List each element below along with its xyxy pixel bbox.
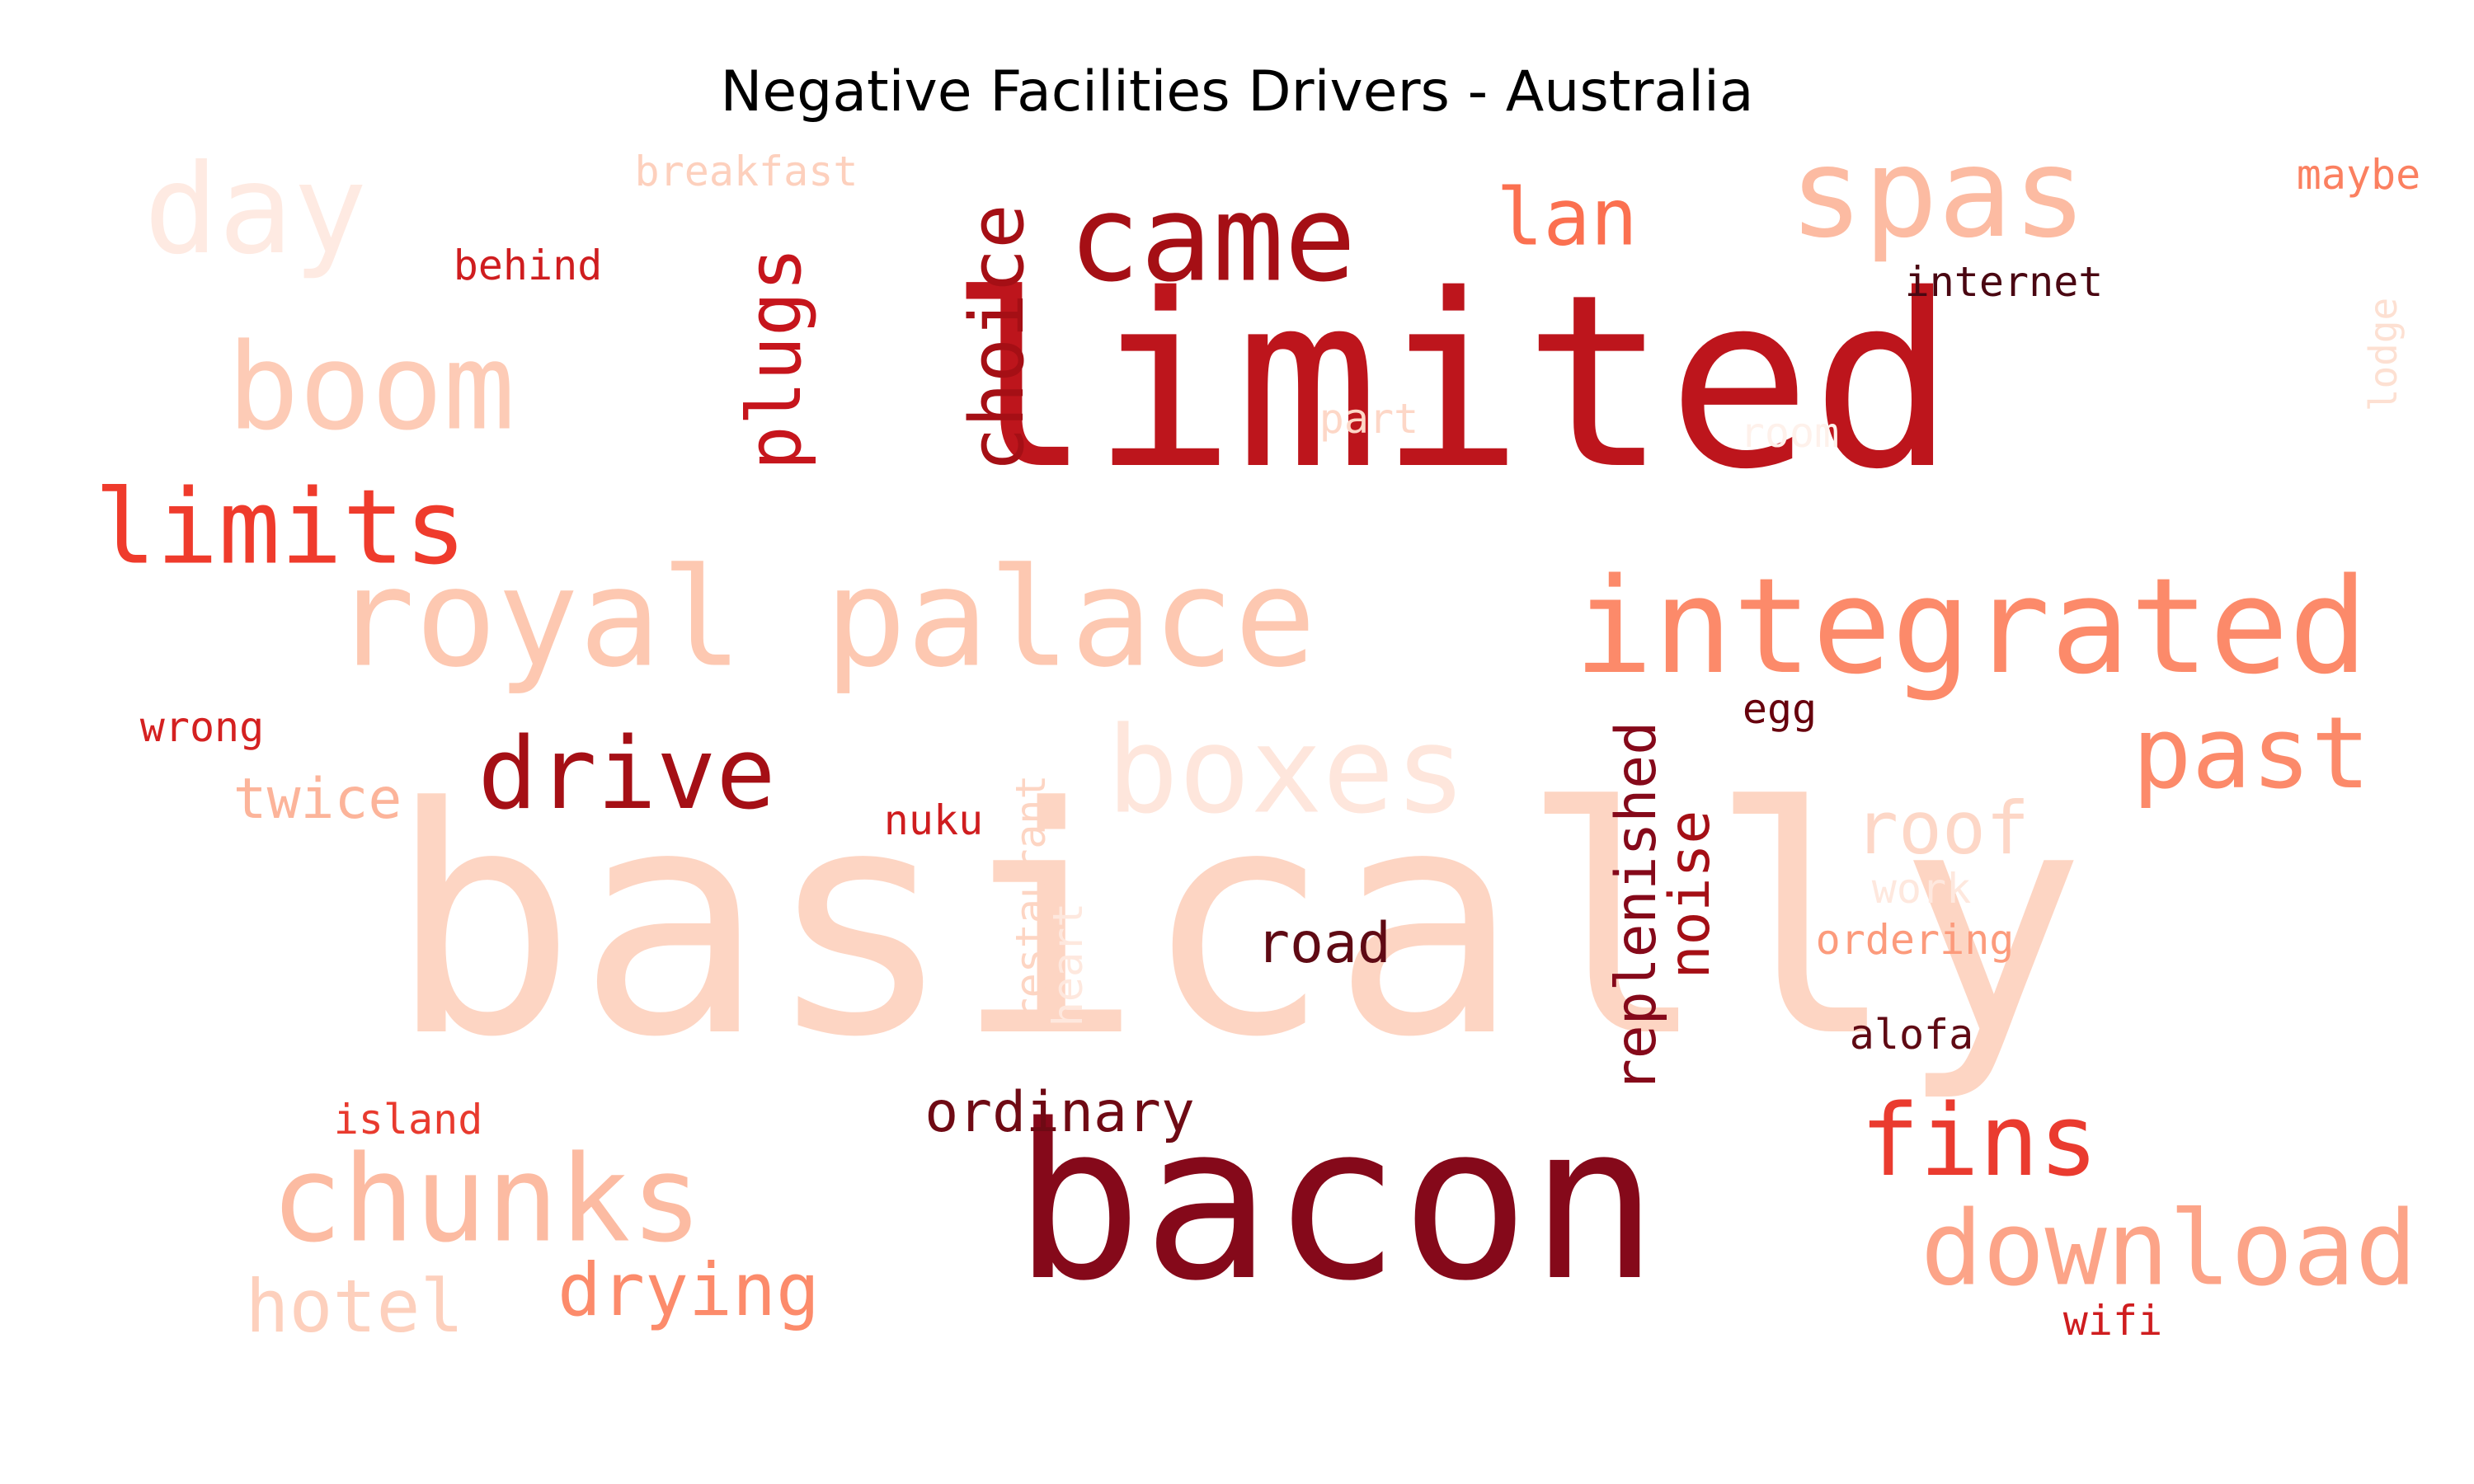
word-came: came — [1068, 169, 1357, 309]
word-twice: twice — [233, 767, 402, 832]
word-integrated: integrated — [1573, 549, 2368, 703]
word-nuku: nuku — [883, 796, 984, 844]
word-chunks: chunks — [270, 1129, 703, 1270]
word-limited: limited — [947, 244, 1956, 522]
word-choice: choice — [954, 204, 1041, 472]
word-room: room — [1739, 409, 1840, 457]
word-work: work — [1871, 865, 1972, 913]
word-roof: roof — [1855, 786, 2030, 871]
word-plugs: plugs — [731, 247, 818, 471]
word-egg: egg — [1742, 685, 1818, 733]
word-noise: noise — [1658, 810, 1723, 979]
word-replenished: replenished — [1604, 721, 1669, 1093]
word-ordinary: ordinary — [924, 1080, 1195, 1145]
word-island: island — [333, 1096, 483, 1144]
word-lodge: lodge — [2361, 297, 2406, 412]
word-heart: heart — [1044, 902, 1092, 1027]
word-wifi: wifi — [2062, 1297, 2163, 1345]
word-limits: limits — [94, 467, 467, 588]
word-road: road — [1256, 911, 1391, 976]
word-basically: basically — [388, 740, 2086, 1106]
word-behind: behind — [453, 242, 603, 289]
word-breakfast: breakfast — [634, 148, 858, 195]
word-alofa: alofa — [1849, 1011, 1974, 1059]
word-drying: drying — [557, 1247, 820, 1332]
word-bacon: bacon — [1013, 1079, 1659, 1328]
word-download: download — [1920, 1189, 2418, 1309]
word-ordering: ordering — [1815, 916, 2015, 964]
word-hotel: hotel — [245, 1264, 464, 1349]
word-maybe: maybe — [2296, 151, 2421, 199]
word-fins: fins — [1860, 1084, 2099, 1199]
word-boxes: boxes — [1106, 701, 1467, 841]
word-boom: boom — [227, 317, 515, 458]
word-internet: internet — [1904, 258, 2104, 306]
word-lan: lan — [1496, 172, 1638, 264]
chart-title: Negative Facilities Drivers - Australia — [720, 59, 1754, 124]
word-spas: spas — [1789, 122, 2087, 265]
word-drive: drive — [477, 717, 776, 832]
word-royal-palace: royal palace — [332, 538, 1317, 697]
word-past: past — [2132, 697, 2371, 811]
word-wrong: wrong — [139, 703, 265, 751]
word-part: part — [1319, 395, 1419, 443]
word-day: day — [143, 139, 368, 282]
